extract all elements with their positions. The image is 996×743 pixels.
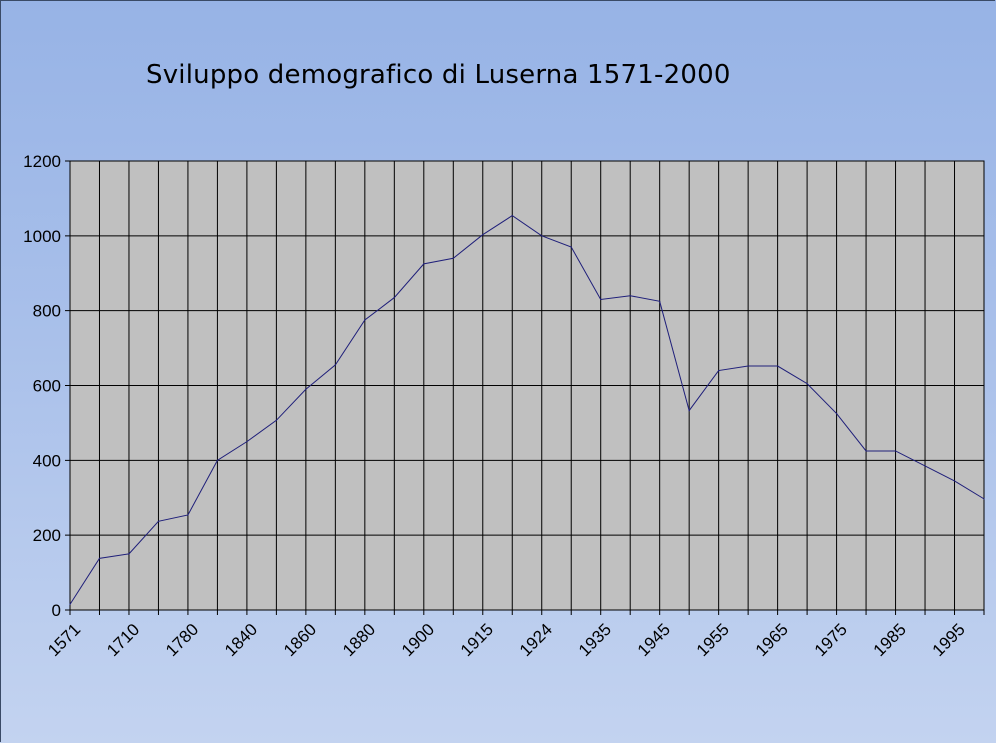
y-tick-label: 0 [52,601,61,620]
data-point [806,383,808,385]
data-point [246,441,248,443]
x-tick-label: 1995 [929,620,969,660]
horizontal-gridlines [65,160,984,611]
data-point [364,319,366,321]
x-tick-label: 1985 [870,620,910,660]
data-point [334,364,336,366]
series-line [69,215,985,605]
y-tick-label: 600 [33,377,61,396]
data-point [541,235,543,237]
data-point [924,465,926,467]
x-tick-label: 1955 [693,620,733,660]
data-point [187,514,189,516]
y-axis-ticks: 0 200 400 600 800 1000 1200 [23,152,61,620]
x-tick-label: 1975 [811,620,851,660]
vertical-gridlines [69,161,985,615]
x-tick-label: 1924 [516,620,556,660]
x-tick-label: 1965 [752,620,792,660]
x-tick-label: 1710 [103,620,143,660]
data-point [511,215,513,217]
x-axis-ticks: 1571 1710 1780 1840 1860 1880 1900 1915 1924 1935… [44,620,969,660]
data-point [659,300,661,302]
data-point [157,520,160,522]
data-point [69,603,71,605]
y-tick-label: 1000 [23,227,61,246]
data-point [629,295,631,297]
data-point [777,365,779,367]
data-point [128,553,130,555]
data-point [688,409,690,412]
data-point [393,296,395,299]
data-point [423,263,425,265]
data-point [452,257,454,259]
data-point [835,412,838,415]
x-tick-label: 1935 [575,620,615,660]
x-tick-label: 1840 [221,620,261,660]
data-point [216,459,219,461]
data-point [305,388,307,390]
x-tick-label: 1860 [280,620,320,660]
data-point [570,246,572,248]
x-tick-label: 1780 [162,620,202,660]
x-tick-label: 1900 [398,620,438,660]
x-tick-label: 1880 [339,620,379,660]
data-point [98,557,101,559]
data-points [69,215,985,605]
x-tick-label: 1571 [44,620,84,660]
y-tick-label: 1200 [23,152,61,171]
data-point [894,450,897,452]
x-tick-label: 1945 [634,620,674,660]
data-point [600,298,602,301]
data-point [275,419,277,421]
data-point [865,450,867,452]
x-tick-label: 1915 [457,620,497,660]
chart-title: Sviluppo demografico di Luserna 1571-200… [146,60,731,90]
y-tick-label: 200 [33,526,61,545]
data-point [953,480,956,482]
y-tick-label: 400 [33,451,61,470]
y-tick-label: 800 [33,302,61,321]
data-point [747,365,749,367]
data-point [482,234,484,236]
data-point [983,498,985,500]
data-point [718,369,720,372]
